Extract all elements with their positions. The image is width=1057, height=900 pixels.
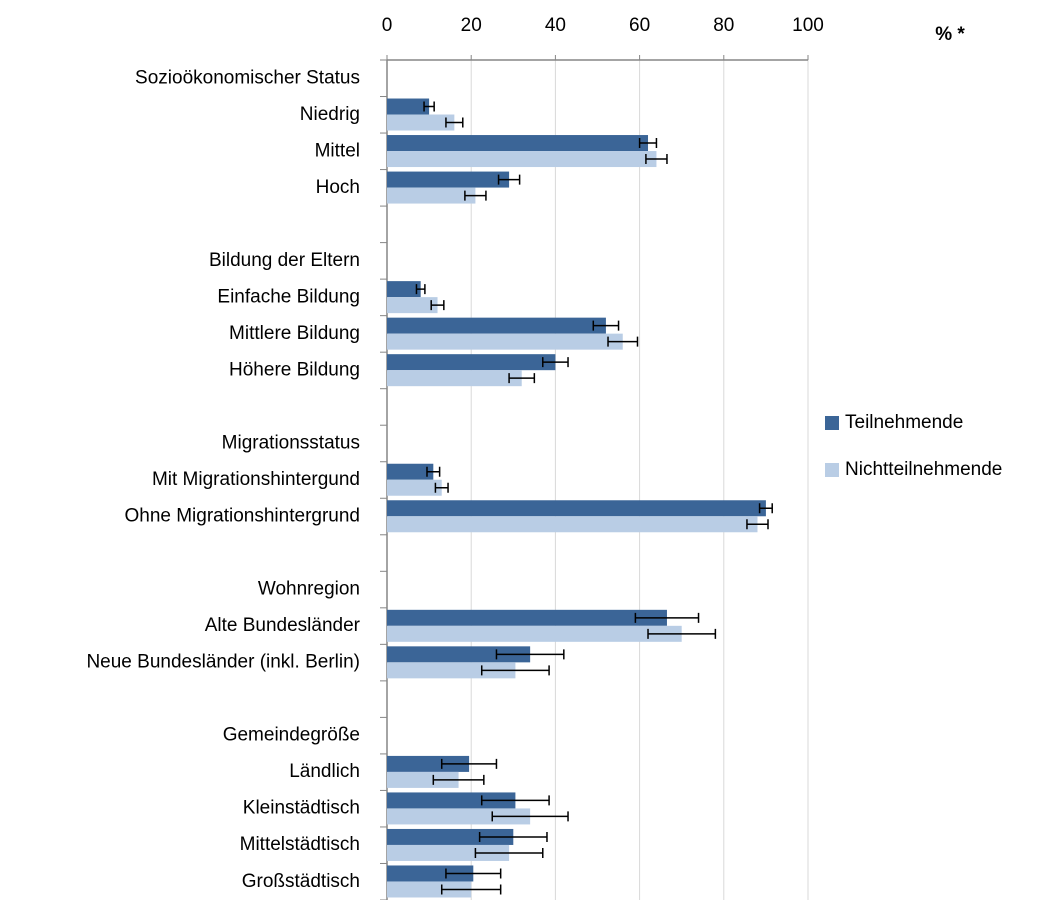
bar bbox=[387, 151, 657, 168]
error-bar bbox=[746, 519, 769, 530]
error-bar bbox=[647, 628, 717, 639]
error-bar bbox=[440, 884, 502, 895]
y-tick-label: Mittelstädtisch bbox=[240, 834, 360, 855]
x-tick-label: 0 bbox=[382, 15, 393, 36]
y-tick-label: Mit Migrationshintergund bbox=[152, 469, 360, 490]
bar bbox=[387, 500, 766, 517]
legend-swatch bbox=[825, 416, 839, 430]
y-tick-label: Niedrig bbox=[300, 104, 360, 125]
bar bbox=[387, 171, 510, 188]
bar bbox=[387, 333, 623, 350]
bar bbox=[387, 755, 470, 772]
y-tick-label: Kleinstädtisch bbox=[243, 798, 360, 819]
bar bbox=[387, 281, 421, 298]
bar bbox=[387, 354, 556, 371]
y-tick-label: Einfache Bildung bbox=[217, 286, 360, 307]
legend-label: Nichtteilnehmende bbox=[845, 459, 1002, 480]
y-tick-label: Großstädtisch bbox=[242, 871, 360, 892]
error-bar bbox=[415, 284, 426, 295]
error-bar bbox=[445, 868, 502, 879]
error-bar bbox=[474, 847, 544, 858]
error-bar bbox=[434, 482, 449, 493]
error-bar bbox=[758, 503, 773, 514]
bar bbox=[387, 844, 510, 861]
chart-title: % * bbox=[935, 24, 965, 45]
error-bar bbox=[464, 190, 487, 201]
bar bbox=[387, 114, 455, 131]
error-bar bbox=[638, 138, 658, 149]
error-bar bbox=[478, 831, 548, 842]
error-bar bbox=[480, 665, 550, 676]
error-bar bbox=[423, 101, 435, 112]
error-bar bbox=[440, 758, 498, 769]
y-tick-label: Bildung der Eltern bbox=[209, 250, 360, 271]
bar bbox=[387, 808, 531, 825]
y-tick-label: Wohnregion bbox=[258, 579, 360, 600]
bar bbox=[387, 516, 758, 533]
error-bar bbox=[607, 336, 639, 347]
bar bbox=[387, 771, 459, 788]
y-tick-label: Migrationsstatus bbox=[222, 432, 360, 453]
error-bar bbox=[495, 649, 565, 660]
bar bbox=[387, 479, 442, 496]
x-tick-label: 80 bbox=[713, 15, 734, 36]
bar bbox=[387, 792, 516, 809]
y-tick-label: Hoch bbox=[316, 177, 360, 198]
error-bar bbox=[645, 154, 668, 165]
bar bbox=[387, 881, 472, 898]
error-bar bbox=[430, 300, 445, 311]
bar bbox=[387, 646, 531, 663]
bar bbox=[387, 625, 682, 642]
error-bar bbox=[426, 466, 441, 477]
bar bbox=[387, 662, 516, 679]
x-tick-label: 20 bbox=[461, 15, 482, 36]
y-tick-label: Sozioökonomischer Status bbox=[135, 67, 360, 88]
bar bbox=[387, 187, 476, 204]
error-bar bbox=[445, 117, 464, 128]
error-bar bbox=[508, 373, 536, 384]
error-bar bbox=[432, 774, 485, 785]
y-tick-label: Gemeindegröße bbox=[223, 725, 360, 746]
bar bbox=[387, 828, 514, 845]
y-tick-label: Mittel bbox=[315, 140, 360, 161]
y-tick-label: Alte Bundesländer bbox=[205, 615, 361, 636]
x-tick-label: 40 bbox=[545, 15, 566, 36]
x-tick-label: 100 bbox=[792, 15, 824, 36]
x-tick-label: 60 bbox=[629, 15, 650, 36]
error-bar bbox=[592, 320, 620, 331]
error-bar bbox=[491, 811, 569, 822]
bar bbox=[387, 317, 606, 334]
legend-label: Teilnehmende bbox=[845, 412, 963, 433]
y-tick-label: Ohne Migrationshintergrund bbox=[124, 506, 360, 527]
y-tick-label: Mittlere Bildung bbox=[229, 323, 360, 344]
bar bbox=[387, 135, 649, 152]
bar bbox=[387, 609, 667, 626]
bar bbox=[387, 297, 438, 314]
bar bbox=[387, 865, 474, 882]
bar bbox=[387, 463, 434, 480]
bar bbox=[387, 370, 522, 387]
legend-swatch bbox=[825, 463, 839, 477]
y-tick-label: Höhere Bildung bbox=[229, 359, 360, 380]
y-tick-label: Neue Bundesländer (inkl. Berlin) bbox=[86, 652, 360, 673]
bar bbox=[387, 98, 430, 115]
y-tick-label: Ländlich bbox=[289, 761, 360, 782]
error-bar bbox=[480, 795, 550, 806]
error-bar bbox=[542, 357, 569, 368]
error-bar bbox=[497, 174, 521, 185]
error-bar bbox=[634, 612, 700, 623]
